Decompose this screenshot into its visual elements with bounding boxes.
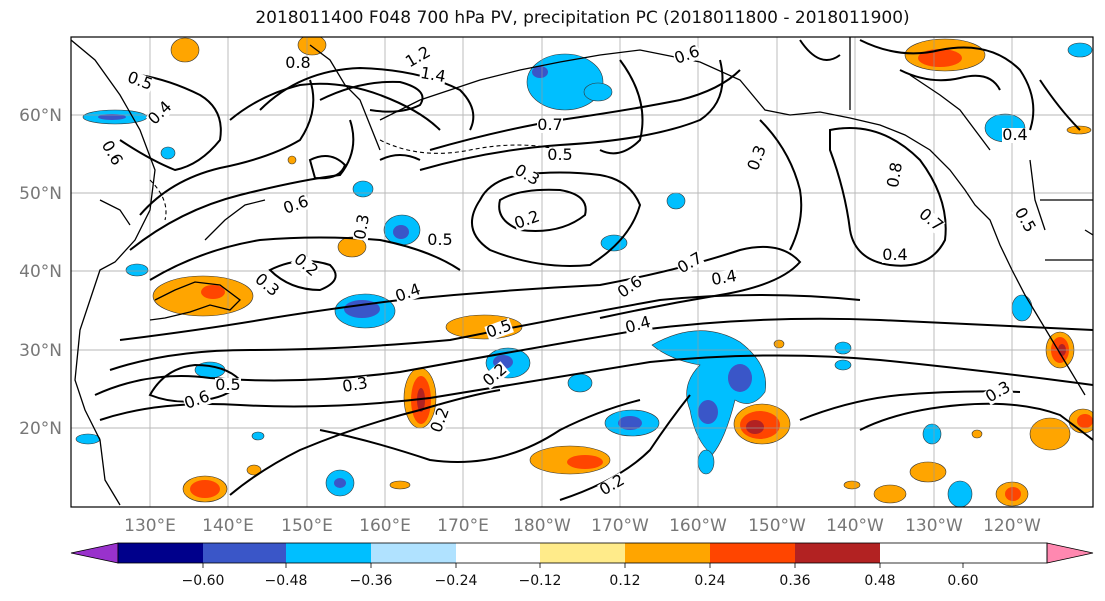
contour-label-bg: [915, 206, 946, 235]
colorbar-tick-label: −0.12: [519, 573, 562, 589]
contour-label: 0.7: [537, 115, 562, 134]
colorbar-tick-label: 0.60: [947, 573, 978, 589]
contour-label: 0.4: [710, 266, 738, 289]
contour-label: 0.8: [883, 161, 906, 189]
contour-label-bg: [672, 43, 702, 67]
contour-label-bg: [145, 98, 175, 128]
contour-label-bg: [251, 271, 282, 300]
lon-label: 170°W: [591, 516, 649, 536]
contour-label-bg: [882, 248, 908, 263]
colorbar-tick-label: 0.24: [694, 573, 725, 589]
colorbar-segment: [795, 543, 880, 563]
contour-label: 0.3: [341, 373, 369, 396]
contour-label-bg: [125, 69, 155, 93]
contour-label-bg: [615, 273, 646, 302]
contour-label-bg: [745, 143, 769, 173]
contour-label-bg: [428, 405, 452, 435]
coastlines: [71, 37, 1093, 506]
contour-label-bg: [983, 379, 1014, 406]
contour-label-bg: [418, 65, 448, 86]
contour-label: 0.5: [427, 230, 452, 249]
colorbar-tick-label: 0.12: [609, 573, 640, 589]
pv-contours-dashed: [149, 139, 561, 221]
contour-label: 0.3: [350, 213, 373, 241]
colorbar-segment: [286, 543, 371, 563]
lat-label: 20°N: [19, 419, 62, 439]
lon-label: 130°E: [124, 516, 176, 536]
lat-label: 30°N: [19, 341, 62, 361]
contour-label: 0.4: [1002, 125, 1027, 144]
colorbar-tick-labels: −0.60 −0.48 −0.36 −0.24 −0.12 0.12 0.24 0.36 0.4…: [182, 563, 979, 589]
contour-label-bg: [709, 268, 739, 289]
contour-label-bg: [597, 472, 628, 499]
contour-label-bg: [623, 314, 653, 337]
contour-label-bg: [1002, 128, 1028, 143]
contour-label-bg: [512, 208, 542, 232]
contour-label-bg: [403, 44, 434, 71]
contour-label-bg: [480, 361, 511, 390]
colorbar-tick-label: −0.48: [265, 573, 308, 589]
lat-label: 50°N: [19, 184, 62, 204]
contour-label-bg: [285, 56, 311, 71]
lat-label: 60°N: [19, 106, 62, 126]
lon-label: 160°W: [669, 516, 727, 536]
contour-label: 0.5: [215, 375, 240, 394]
lon-label: 120°W: [983, 516, 1041, 536]
lon-label: 160°E: [359, 516, 411, 536]
colorbar-tick-label: −0.24: [435, 573, 478, 589]
colorbar-segment: [203, 543, 286, 563]
map-border: [70, 36, 1094, 508]
lon-label: 130°W: [905, 516, 963, 536]
latitude-labels: 60°N 50°N 40°N 30°N 20°N: [19, 106, 62, 439]
contour-label-bg: [290, 251, 321, 280]
colorbar: [70, 542, 1094, 564]
colorbar-tick-label: 0.36: [779, 573, 810, 589]
lon-label: 180°W: [513, 516, 571, 536]
contour-label-bg: [340, 375, 370, 396]
contour-label: 0.5: [547, 145, 572, 164]
contour-label-bg: [511, 162, 542, 189]
colorbar-outline: [117, 542, 1048, 564]
contour-label-bg: [537, 118, 563, 133]
contour-label-bg: [427, 233, 453, 248]
colorbar-tick-label: −0.36: [350, 573, 393, 589]
lon-label: 150°W: [748, 516, 806, 536]
colorbar-segment: [371, 543, 456, 563]
lon-label: 140°W: [826, 516, 884, 536]
lon-label: 140°E: [202, 516, 254, 536]
lon-label: 170°E: [437, 516, 489, 536]
longitude-labels: 130°E 140°E 150°E 160°E 170°E 180°W 170°W 160°W…: [124, 516, 1041, 536]
lat-label: 40°N: [19, 262, 62, 282]
colorbar-tick-label: −0.60: [182, 573, 225, 589]
contour-label-bg: [547, 148, 573, 163]
map-title: 2018011400 F048 700 hPa PV, precipitatio…: [255, 8, 910, 28]
contour-label: 0.8: [285, 53, 310, 72]
contour-label-bg: [484, 317, 514, 341]
colorbar-segment: [625, 543, 710, 563]
colorbar-extend-high: [1046, 542, 1094, 564]
colorbar-extend-low: [70, 542, 119, 564]
contour-label-bg: [393, 281, 423, 305]
lon-label: 150°E: [281, 516, 333, 536]
contour-label-bg: [1011, 205, 1038, 236]
contour-label-bg: [675, 250, 706, 277]
colorbar-segment: [540, 543, 625, 563]
contour-label-bg: [215, 378, 241, 393]
colorbar-segment: [710, 543, 795, 563]
contour-label: 1.4: [419, 63, 447, 86]
colorbar-tick-label: 0.48: [864, 573, 895, 589]
contour-label: 0.4: [882, 245, 907, 264]
contour-label-bg: [182, 388, 212, 412]
contour-label-bg: [885, 160, 906, 190]
contour-label-bg: [98, 138, 125, 169]
colorbar-segment: [118, 543, 203, 563]
colorbar-segment: [456, 543, 540, 563]
contour-label-bg: [281, 193, 311, 217]
contour-label-bg: [352, 212, 373, 242]
